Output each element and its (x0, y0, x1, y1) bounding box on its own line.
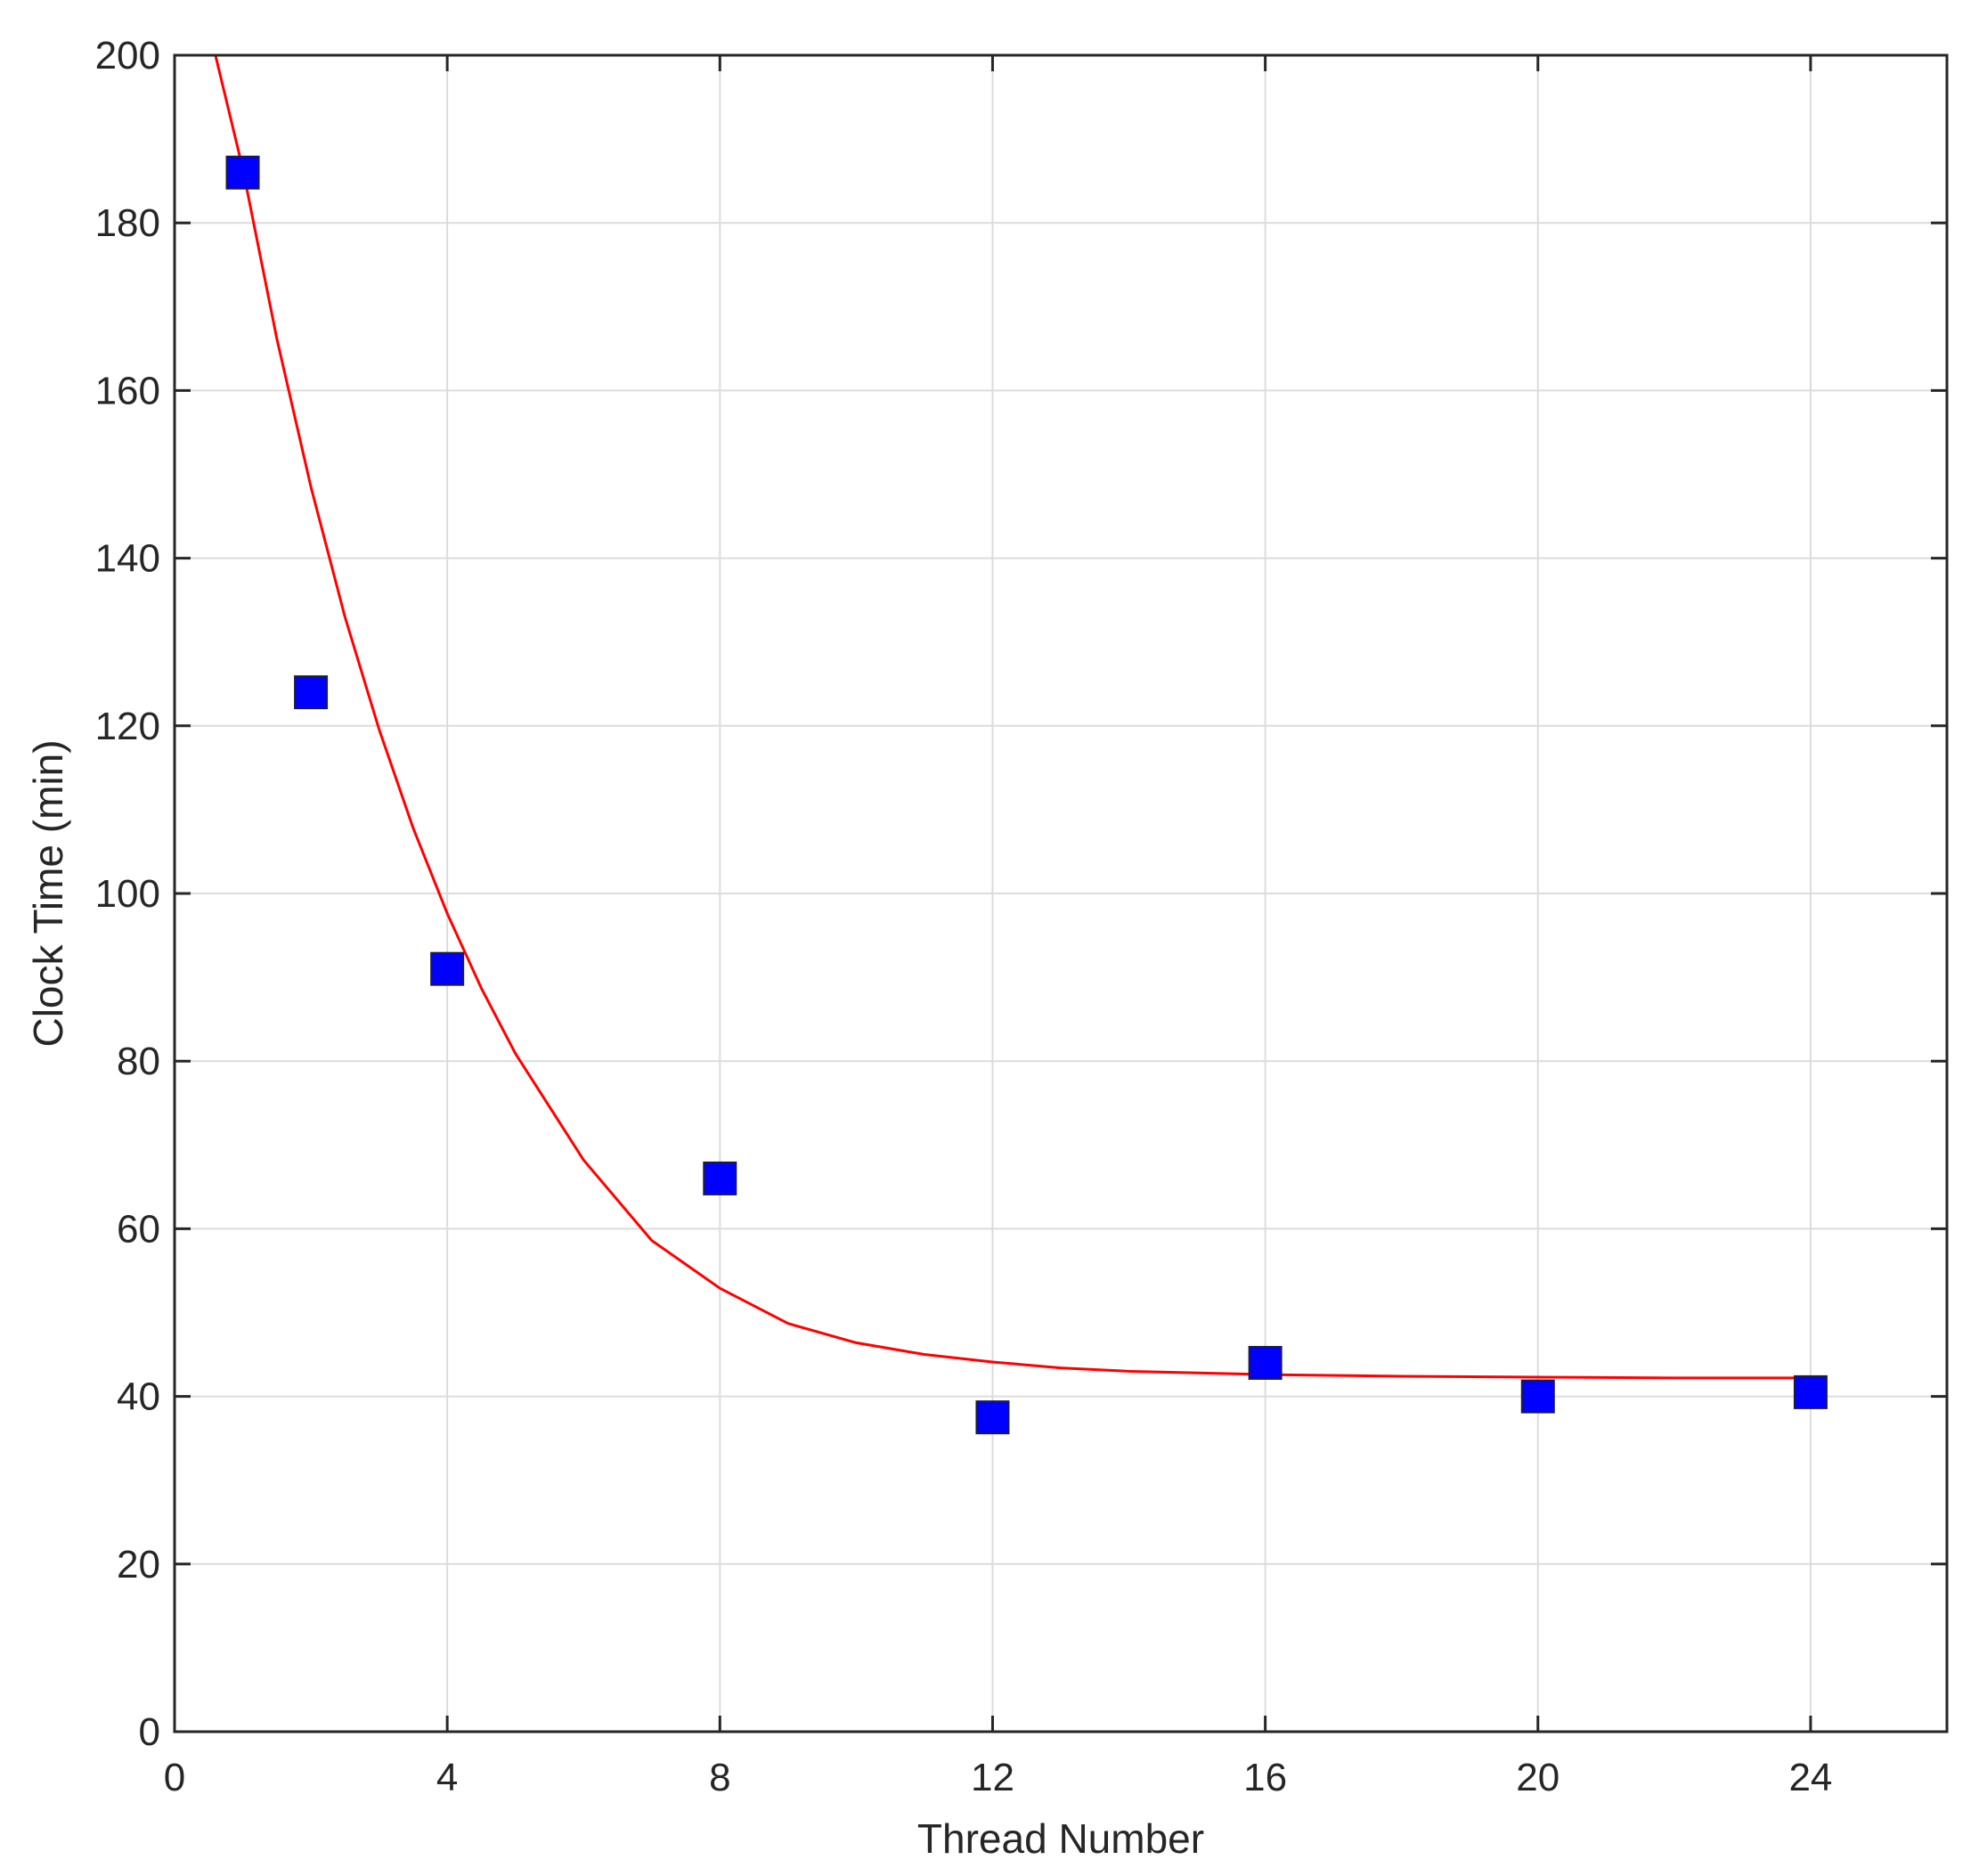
y-tick-label: 100 (95, 872, 160, 916)
plot-frame (173, 53, 1949, 1733)
data-point-square (975, 1400, 1010, 1435)
fit-curve (214, 54, 1811, 1380)
y-tick-label: 120 (95, 705, 160, 748)
data-point-square (1793, 1374, 1828, 1409)
grid-lines (175, 55, 1947, 1732)
y-axis-title: Clock Time (min) (25, 739, 71, 1047)
data-points (225, 155, 1828, 1435)
data-point-square (430, 951, 465, 986)
data-point-square (1520, 1379, 1555, 1414)
data-point-square (703, 1161, 737, 1195)
y-tick-label: 40 (117, 1375, 160, 1419)
fit-curve-layer (214, 54, 1811, 1380)
y-tick-label: 160 (95, 369, 160, 412)
x-axis-title: Thread Number (917, 1815, 1204, 1862)
x-tick-label: 16 (1243, 1756, 1287, 1799)
data-point-square (1248, 1345, 1283, 1380)
x-tick-label: 20 (1516, 1756, 1560, 1799)
y-tick-label: 140 (95, 537, 160, 581)
y-tick-label: 80 (117, 1040, 160, 1083)
data-point-square (294, 675, 329, 710)
y-tick-label: 200 (95, 34, 160, 77)
x-tick-label: 0 (164, 1756, 185, 1799)
x-tick-label: 8 (709, 1756, 730, 1799)
y-tick-label: 60 (117, 1207, 160, 1251)
y-tick-label: 0 (139, 1710, 160, 1754)
tick-marks (173, 53, 1947, 1733)
x-tick-label: 4 (436, 1756, 458, 1799)
x-tick-label: 24 (1788, 1756, 1832, 1799)
y-tick-labels: 0 20 40 60 80 100 120 140 160 180 200 (95, 34, 160, 1754)
y-tick-label: 20 (117, 1543, 160, 1586)
x-tick-label: 12 (971, 1756, 1014, 1799)
y-tick-label: 180 (95, 201, 160, 245)
x-tick-labels: 0 4 8 12 16 20 24 (164, 1756, 1833, 1799)
data-point-square (225, 155, 260, 190)
